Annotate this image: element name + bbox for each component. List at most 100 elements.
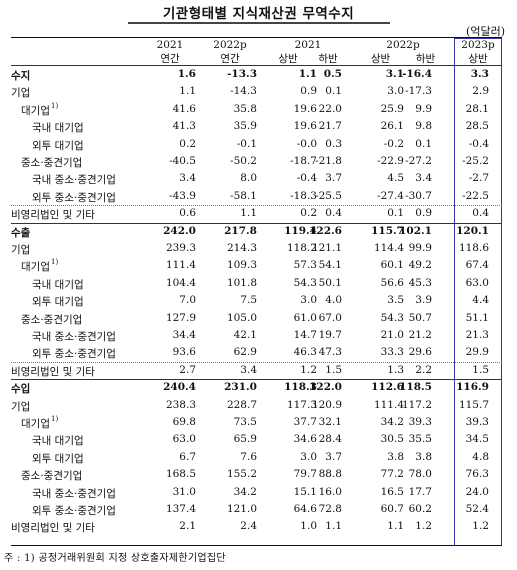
table-cell: 217.8 <box>224 224 257 237</box>
table-cell: 78.0 <box>408 468 432 481</box>
footnote-marker: 1) <box>51 415 59 423</box>
table-cell: 29.9 <box>465 346 489 359</box>
table-cell: 29.6 <box>408 346 432 359</box>
table-cell: 3.3 <box>470 68 489 80</box>
table-cell: 26.1 <box>380 120 404 133</box>
header-sub: 상반 <box>468 53 488 65</box>
table-cell: 3.1 <box>385 68 404 80</box>
row-label: 수입 <box>11 383 31 396</box>
table-cell: 69.8 <box>172 416 196 428</box>
table-cell: 9.9 <box>415 102 432 115</box>
table-cell: 1.0 <box>300 520 317 533</box>
table-cell: 67.0 <box>318 311 342 324</box>
footnote-marker: 1) <box>51 101 59 110</box>
table-cell: 114.4 <box>373 242 404 254</box>
table-bottom-rule <box>11 545 502 546</box>
row-label: 외투 중소·중견기업 <box>32 348 116 361</box>
table-cell: -0.0 <box>296 137 317 150</box>
table-cell: 54.1 <box>318 259 342 272</box>
table-cell: 64.6 <box>293 503 317 515</box>
row-label: 기업 <box>11 244 31 256</box>
table-cell: 77.2 <box>380 468 404 481</box>
table-cell: 17.7 <box>408 485 432 498</box>
table-cell: -2.7 <box>468 172 489 185</box>
table-cell: 28.4 <box>318 433 342 446</box>
row-label: 외투 대기업 <box>32 296 84 309</box>
table-cell: 16.5 <box>380 485 404 498</box>
table-cell: 3.7 <box>325 172 342 185</box>
table-cell: 34.6 <box>293 433 317 446</box>
table-cell: 60.1 <box>380 259 404 272</box>
table-cell: 57.3 <box>293 259 317 272</box>
table-cell: 19.6 <box>293 102 317 115</box>
table-row: 외투 대기업 7.0 7.5 3.0 4.0 3.5 3.9 4.4 <box>11 293 502 309</box>
table-cell: -50.2 <box>230 155 257 167</box>
table-cell: 242.0 <box>163 224 196 237</box>
table-row: 수출 242.0 217.8 119.4 122.6 115.7 102.1 120.1 <box>11 224 502 240</box>
table-cell: 3.7 <box>325 450 342 463</box>
unit-label: (억달러) <box>466 25 505 38</box>
title-underline <box>128 22 390 24</box>
table-cell: 1.5 <box>325 363 342 376</box>
row-label: 기업 <box>11 400 31 413</box>
row-label: 수지 <box>11 70 31 82</box>
table-cell: 4.4 <box>472 294 489 307</box>
table-cell: -25.5 <box>315 189 342 202</box>
table-cell: 105.0 <box>226 311 257 324</box>
section-rule <box>11 222 502 224</box>
table-row: 수지 1.6 -13.3 1.1 0.5 3.1 -16.4 3.3 <box>11 67 502 83</box>
table-cell: 111.4 <box>165 259 196 272</box>
table-cell: 0.2 <box>300 207 317 220</box>
table-cell: 79.7 <box>293 468 317 481</box>
row-label: 외투 대기업 <box>32 452 84 465</box>
table-cell: 2.9 <box>472 85 489 98</box>
header-year-2021-half: 2021 <box>294 39 322 51</box>
table-cell: 61.0 <box>293 311 317 324</box>
table-cell: 54.3 <box>293 276 317 289</box>
table-cell: 3.4 <box>415 172 432 185</box>
table-row: 외투 대기업 0.2 -0.1 -0.0 0.3 -0.2 0.1 -0.4 <box>11 137 502 153</box>
table-cell: 16.0 <box>318 485 342 498</box>
table-cell: 65.9 <box>233 433 257 446</box>
table-cell: 231.0 <box>224 381 257 394</box>
table-cell: 35.8 <box>233 102 257 115</box>
row-label: 기업 <box>11 87 31 100</box>
table-cell: 112.6 <box>371 381 404 394</box>
table-cell: 35.5 <box>408 433 432 446</box>
table-cell: 117.3 <box>286 398 317 411</box>
table-cell: 111.4 <box>373 398 404 411</box>
table-cell: -30.7 <box>405 189 432 202</box>
table-cell: 73.5 <box>233 416 257 428</box>
table-cell: 3.0 <box>300 294 317 307</box>
table-cell: 21.3 <box>465 329 489 341</box>
footnote: 주 : 1) 공정거래위원회 지정 상호출자제한기업집단 <box>4 553 226 564</box>
row-label: 국내 대기업 <box>32 435 84 448</box>
table-cell: 21.0 <box>380 329 404 341</box>
header-sub: 상반 <box>278 53 298 65</box>
table-cell: 3.4 <box>240 363 257 376</box>
table-cell: 2.2 <box>415 363 432 376</box>
table-cell: 67.4 <box>465 259 489 272</box>
table-row: 국내 대기업 63.0 65.9 34.6 28.4 30.5 35.5 34.5 <box>11 432 502 448</box>
row-label: 국내 중소·중견기업 <box>32 487 116 500</box>
table-cell: 101.8 <box>226 276 257 289</box>
footnote-marker: 1) <box>51 258 59 267</box>
table-cell: 34.5 <box>465 433 489 446</box>
table-cell: -40.5 <box>169 155 196 167</box>
table-cell: -13.3 <box>227 68 257 80</box>
table-cell: 28.1 <box>465 102 489 115</box>
table-cell: 30.5 <box>380 433 404 446</box>
table-cell: -18.7 <box>290 155 317 167</box>
row-label: 수출 <box>11 226 31 239</box>
table-row: 국내 중소·중견기업 34.4 42.1 14.7 19.7 21.0 21.2 21.3 <box>11 328 502 344</box>
table-cell: 34.2 <box>233 485 257 498</box>
table-cell: 3.9 <box>415 294 432 307</box>
table-cell: 42.1 <box>233 329 257 341</box>
table-cell: 3.8 <box>387 450 404 463</box>
row-label: 국내 중소·중견기업 <box>32 331 116 343</box>
table-cell: 109.3 <box>226 259 257 272</box>
table-cell: 19.6 <box>293 120 317 133</box>
table-row: 기업 1.1 -14.3 0.9 0.1 3.0 -17.3 2.9 <box>11 84 502 100</box>
header-sub: 하반 <box>415 53 436 65</box>
table-cell: 0.3 <box>325 137 342 150</box>
